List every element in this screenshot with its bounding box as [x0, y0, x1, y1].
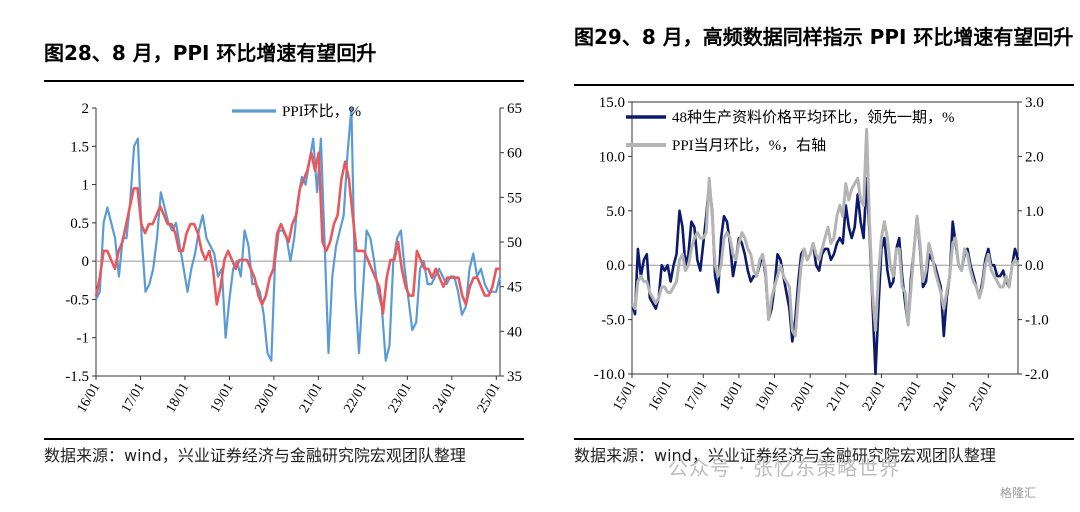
x-axis-tick-label: 21/01	[297, 381, 326, 416]
x-axis-tick-label: 22/01	[860, 379, 889, 414]
x-axis-tick-label: 16/01	[75, 381, 104, 416]
x-axis-tick-label: 22/01	[341, 381, 370, 416]
left-axis-tick-label: 2	[82, 101, 90, 117]
left-source-note: 数据来源：wind，兴业证券经济与金融研究院宏观团队整理	[44, 446, 466, 465]
legend-label-1: 48种生产资料价格平均环比，领先一期，%	[672, 109, 955, 126]
x-axis-tick-label: 19/01	[208, 381, 237, 416]
right-axis-tick-label: 3.0	[1025, 95, 1044, 111]
x-axis-tick-label: 20/01	[252, 381, 281, 416]
left-top-rule	[44, 80, 524, 82]
right-source-note: 数据来源：wind，兴业证券经济与金融研究院宏观团队整理	[574, 446, 996, 465]
left-axis-tick-label: -0.5	[65, 292, 89, 308]
right-chart: -10.0 -5.0 0.0 5.0 10.0 15.0 -2.0 -1.0 0.0 1.0 2.0…	[594, 95, 1049, 414]
right-top-rule	[574, 84, 1074, 86]
left-figure-title: 图28、8 月，PPI 环比增速有望回升	[44, 41, 377, 65]
right-axis-tick-label: 35	[507, 369, 522, 385]
right-figure-title: 图29、8 月，高频数据同样指示 PPI 环比增速有望回升	[574, 25, 1074, 49]
x-axis-tick-label: 23/01	[386, 381, 415, 416]
right-axis-tick-label: 1.0	[1025, 204, 1044, 220]
legend-label-1: PPI环比，%	[282, 103, 361, 120]
x-axis-tick-label: 18/01	[717, 379, 746, 414]
x-axis-tick-label: 18/01	[163, 381, 192, 416]
right-axis-tick-label: 65	[507, 101, 522, 117]
right-axis-tick-label: -2.0	[1025, 367, 1049, 383]
right-figure-panel: 图29、8 月，高频数据同样指示 PPI 环比增速有望回升 -10.0 -5.0 0…	[556, 0, 1080, 512]
x-axis-labels: 16/01 17/01 18/01 19/01 20/01 21/01 22/01 23/01…	[75, 381, 504, 416]
x-axis-tick-label: 25/01	[475, 381, 504, 416]
right-axis-tick-label: 55	[507, 190, 522, 206]
left-axis-tick-label: -10.0	[594, 367, 625, 383]
x-axis-tick-label: 16/01	[646, 379, 675, 414]
left-axis-tick-label: 1	[82, 178, 90, 194]
x-axis-tick-label: 25/01	[967, 379, 996, 414]
left-chart: -1.5 -1 -0.5 0 0.5 1 1.5 2 35 40 45 50 55 60 65 16/01 17…	[65, 101, 522, 416]
left-axis-tick-label: 0	[82, 254, 90, 270]
left-axis-tick-label: -1	[77, 331, 90, 347]
right-axis-tick-label: 45	[507, 280, 522, 296]
x-axis-labels: 15/01 16/01 17/01 18/01 19/01 20/01 21/01 22/01…	[611, 379, 996, 414]
x-axis-tick-label: 15/01	[611, 379, 640, 414]
series-line-2	[630, 127, 1020, 338]
left-figure-panel: 图28、8 月，PPI 环比增速有望回升 -1.5 -1 -0.5 0 0.5 1 1.5 2…	[44, 41, 524, 465]
x-axis-tick-label: 23/01	[896, 379, 925, 414]
right-axis-tick-label: 50	[507, 235, 522, 251]
series-line-1	[95, 106, 502, 362]
x-axis-tick-label: 24/01	[931, 379, 960, 414]
left-axis-tick-label: -1.5	[65, 369, 89, 385]
left-axis-tick-label: -5.0	[601, 313, 625, 329]
x-axis-tick-label: 19/01	[753, 379, 782, 414]
x-axis-tick-label: 17/01	[682, 379, 711, 414]
right-axis-tick-label: 0.0	[1025, 258, 1044, 274]
left-axis-tick-label: 1.5	[70, 139, 89, 155]
x-axis-tick-label: 17/01	[119, 381, 148, 416]
left-axis-tick-label: 10.0	[599, 149, 625, 165]
legend-label-2: PPI当月环比，%，右轴	[672, 137, 826, 154]
right-axis-tick-label: 40	[507, 324, 522, 340]
left-axis-tick-label: 0.5	[70, 216, 89, 232]
right-axis-tick-label: -1.0	[1025, 313, 1049, 329]
left-axis-tick-label: 15.0	[599, 95, 625, 111]
x-axis-tick-label: 21/01	[824, 379, 853, 414]
right-axis-tick-label: 60	[507, 146, 522, 162]
watermark-text: 公众号 · 张忆东策略世界	[668, 456, 901, 480]
corner-logo: 格隆汇	[1000, 486, 1037, 500]
x-axis-tick-label: 24/01	[430, 381, 459, 416]
right-axis-tick-label: 2.0	[1025, 149, 1044, 165]
right-bottom-rule	[574, 438, 1074, 440]
left-axis-tick-label: 5.0	[606, 204, 625, 220]
left-axis-tick-label: 0.0	[606, 258, 625, 274]
x-axis-tick-label: 20/01	[789, 379, 818, 414]
series-line-2	[94, 151, 500, 315]
series-line-1	[630, 176, 1020, 376]
left-bottom-rule	[44, 438, 524, 440]
